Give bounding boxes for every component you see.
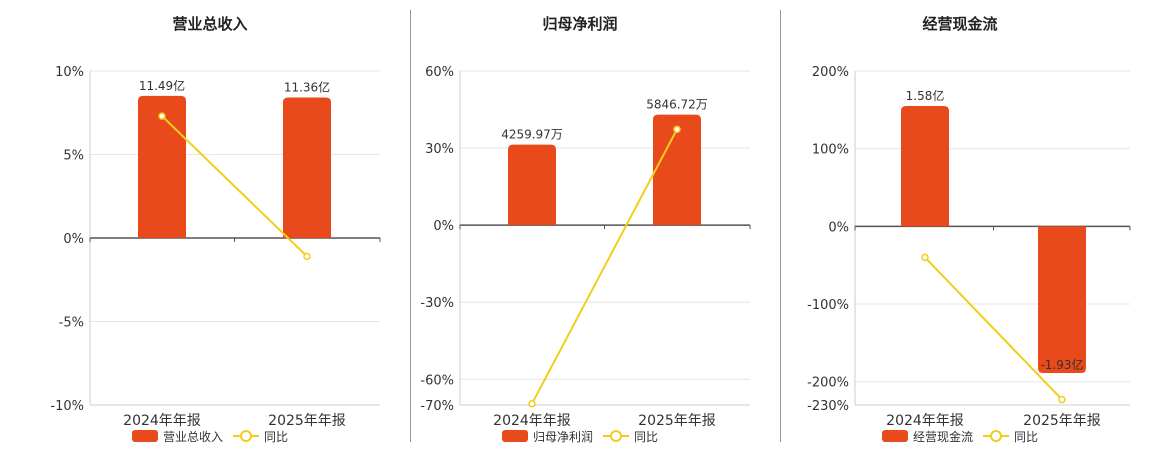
- yoy-line: [161, 115, 308, 258]
- yoy-point: [158, 112, 166, 120]
- panel-divider-1: [410, 10, 411, 442]
- y-tick-label: 60%: [425, 65, 454, 80]
- legend-bar-swatch: [882, 430, 908, 442]
- yoy-point: [921, 253, 929, 262]
- panel-divider-2: [780, 10, 781, 442]
- legend-line-label: 同比: [264, 430, 288, 444]
- y-tick-label: -70%: [420, 399, 454, 414]
- y-tick-label: -5%: [59, 316, 84, 331]
- yoy-point: [1058, 395, 1066, 404]
- bar-data-label: 5846.72万: [646, 98, 708, 112]
- legend-bar-label: 营业总收入: [163, 430, 223, 444]
- x-tick-label: 2025年年报: [638, 413, 716, 429]
- x-tick-label: 2024年年报: [493, 413, 571, 429]
- yoy-point: [303, 252, 311, 261]
- x-tick-label: 2024年年报: [886, 413, 964, 429]
- y-tick-label: 0%: [433, 219, 454, 234]
- y-tick-label: 10%: [55, 65, 84, 80]
- chart-title: 营业总收入: [172, 15, 247, 33]
- bar-data-label: 11.49亿: [139, 78, 185, 93]
- y-tick-label: 200%: [812, 65, 849, 80]
- yoy-point: [673, 125, 681, 134]
- legend-bar-swatch: [132, 430, 158, 442]
- legend-line-label: 同比: [634, 430, 658, 444]
- legend-bar-swatch: [502, 430, 528, 442]
- bar-2024年年报: [901, 105, 949, 227]
- y-tick-label: -230%: [807, 399, 849, 414]
- chart-title: 经营现金流: [922, 15, 997, 33]
- yoy-point: [528, 399, 536, 408]
- chart-title: 归母净利润: [542, 15, 617, 33]
- y-tick-label: -30%: [420, 296, 454, 311]
- bar-2025年年报: [283, 97, 331, 238]
- y-tick-label: -10%: [50, 399, 84, 414]
- y-tick-label: -200%: [807, 376, 849, 391]
- bar-data-label: -1.93亿: [1040, 357, 1083, 372]
- y-tick-label: 0%: [63, 232, 84, 247]
- chart-panel-1: 营业总收入 10% 5% 0% -5% -10% 11.49亿 11.36亿 2024年年报 20…: [50, 15, 381, 444]
- legend-bar-label: 归母净利润: [533, 430, 593, 444]
- legend-line-marker: [610, 430, 622, 442]
- yoy-line: [531, 128, 678, 405]
- yoy-line: [924, 256, 1063, 401]
- chart-panel-3: 经营现金流 200% 100% 0% -100% -200% -230% 1.58亿 -1.93…: [807, 15, 1131, 444]
- bar-data-label: 11.36亿: [284, 79, 330, 94]
- bar-data-label: 4259.97万: [501, 128, 563, 142]
- x-tick-label: 2025年年报: [1023, 413, 1101, 429]
- legend-line-marker: [990, 430, 1002, 442]
- legend-line-label: 同比: [1014, 430, 1038, 444]
- y-tick-label: 100%: [812, 143, 849, 158]
- x-tick-label: 2024年年报: [123, 413, 201, 429]
- bar-2024年年报: [138, 95, 186, 238]
- y-tick-label: 5%: [63, 149, 84, 164]
- legend-bar-label: 经营现金流: [913, 429, 973, 444]
- y-tick-label: -100%: [807, 298, 849, 313]
- y-tick-label: 0%: [828, 220, 849, 235]
- bar-2025年年报: [653, 114, 701, 226]
- x-tick-label: 2025年年报: [268, 413, 346, 429]
- chart-panel-2: 归母净利润 60% 30% 0% -30% -60% -70% 4259.97万 5846.72…: [420, 15, 751, 444]
- y-tick-label: -60%: [420, 373, 454, 388]
- y-tick-label: 30%: [425, 142, 454, 157]
- bar-2025年年报: [1038, 226, 1086, 374]
- bar-data-label: 1.58亿: [906, 88, 945, 103]
- bar-2024年年报: [508, 144, 556, 226]
- legend-line-marker: [240, 430, 252, 442]
